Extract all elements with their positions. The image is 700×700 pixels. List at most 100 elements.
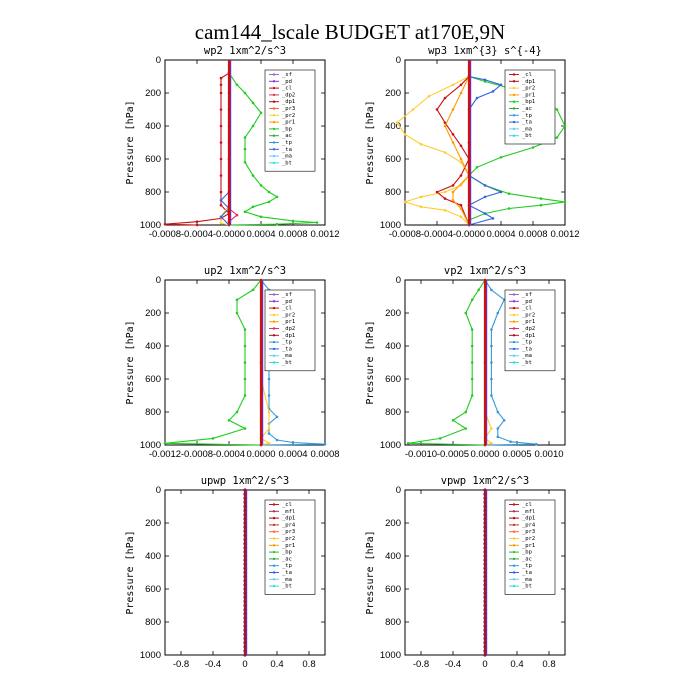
x-tick-label: 0.0012: [310, 229, 339, 240]
legend-marker: [512, 503, 516, 506]
series-point: [315, 221, 319, 224]
series-point: [243, 570, 247, 575]
legend-entry: _mfl: [522, 509, 535, 515]
legend-marker: [272, 73, 276, 76]
series-point: [243, 612, 247, 616]
legend-entry: _tp: [522, 563, 532, 569]
series-point: [259, 184, 263, 187]
legend-marker: [272, 300, 276, 303]
series-point: [243, 591, 247, 595]
series-point: [438, 437, 442, 440]
chart-svg: upwp 1xm^2/s^3 Pressure [hPa] 0 200 400 600 80…: [125, 475, 326, 670]
series-point: [219, 203, 223, 207]
series-point: [406, 442, 410, 445]
y-tick-label: 400: [385, 121, 401, 132]
series-point: [235, 83, 239, 87]
x-tick-label: -0.0012: [149, 449, 181, 460]
series-point: [483, 562, 487, 566]
series-point: [483, 550, 487, 554]
legend-entry: _pr2: [282, 536, 295, 542]
series-point: [243, 546, 247, 550]
legend-marker: [272, 354, 276, 357]
legend-marker: [272, 557, 276, 561]
series-pr1: [443, 75, 471, 227]
series-point: [259, 111, 263, 115]
series-point: [243, 161, 247, 164]
y-tick-label: 400: [145, 341, 161, 352]
series-point: [227, 419, 231, 422]
legend-entry: _cl: [522, 72, 532, 78]
series-point: [195, 220, 199, 223]
legend-marker: [272, 134, 276, 137]
series-point: [451, 419, 455, 422]
chart-panel: vpwp 1xm^2/s^3 Pressure [hPa] 0 200 400 600 80…: [347, 472, 577, 682]
legend-marker: [272, 571, 276, 574]
series-point: [435, 108, 439, 111]
series-dp1: [163, 278, 263, 447]
series-point: [443, 96, 447, 100]
legend-marker: [512, 550, 516, 554]
chart-title: wp2 1xm^2/s^3: [204, 45, 286, 57]
series-point: [259, 215, 263, 219]
legend-marker: [272, 347, 276, 351]
x-tick-label: 0.0012: [550, 229, 579, 240]
series-point: [219, 222, 223, 225]
legend-entry: _dp2: [282, 92, 295, 98]
legend-marker: [272, 114, 276, 117]
series-point: [483, 579, 487, 583]
series-point: [243, 608, 247, 612]
series-point: [219, 215, 223, 219]
x-tick-label: -0.0000: [213, 229, 245, 240]
series-point: [219, 157, 223, 161]
y-tick-label: 400: [385, 341, 401, 352]
y-axis-label: Pressure [hPa]: [125, 100, 136, 184]
series-point: [483, 195, 487, 199]
legend-entry: _dp1: [282, 333, 295, 339]
series-point: [251, 288, 255, 292]
legend-entry: _pr1: [522, 319, 535, 325]
legend-entry: _bp: [522, 550, 532, 556]
series-point: [451, 83, 455, 87]
series-point: [459, 157, 463, 161]
series-point: [243, 496, 247, 500]
legend-entry: _dp2: [282, 326, 295, 332]
series-point: [243, 558, 247, 562]
series-dp1: [163, 71, 231, 227]
legend-marker: [512, 327, 516, 330]
y-tick-label: 600: [145, 584, 161, 595]
series-point: [531, 146, 535, 149]
chart-panel: wp3 1xm^{3} s^{-4} Pressure [hPa] 0 200 400 6…: [347, 42, 580, 252]
series-point: [563, 200, 567, 204]
x-tick-label: -0.0005: [437, 449, 469, 460]
series-point: [243, 427, 247, 430]
legend-entry: _pr2: [522, 86, 535, 92]
legend-marker: [512, 313, 516, 317]
series-point: [243, 575, 247, 579]
legend-marker: [512, 107, 516, 110]
series-point: [243, 562, 247, 566]
legend-marker: [272, 313, 276, 317]
legend-entry: _ac: [282, 133, 292, 139]
series-point: [443, 208, 447, 212]
series-point: [219, 108, 223, 111]
series-point: [243, 566, 247, 570]
series-point: [490, 361, 493, 364]
series-point: [490, 328, 493, 331]
legend-marker: [272, 107, 276, 110]
legend-entry: _sf: [282, 72, 292, 78]
series-point: [483, 554, 487, 558]
series-point: [555, 108, 559, 111]
series-point: [483, 558, 487, 562]
series-line: [444, 76, 470, 226]
x-tick-label: 0.0010: [534, 449, 563, 460]
x-tick-label: 0.4: [510, 659, 523, 670]
series-point: [443, 121, 447, 124]
legend-marker: [512, 334, 516, 337]
legend-marker: [512, 340, 516, 344]
series-point: [483, 628, 487, 632]
y-tick-label: 0: [396, 275, 401, 286]
chart-title: up2 1xm^2/s^3: [204, 265, 286, 277]
legend-entry: _ta: [282, 346, 292, 352]
series-point: [243, 328, 247, 331]
legend-marker: [512, 320, 516, 323]
